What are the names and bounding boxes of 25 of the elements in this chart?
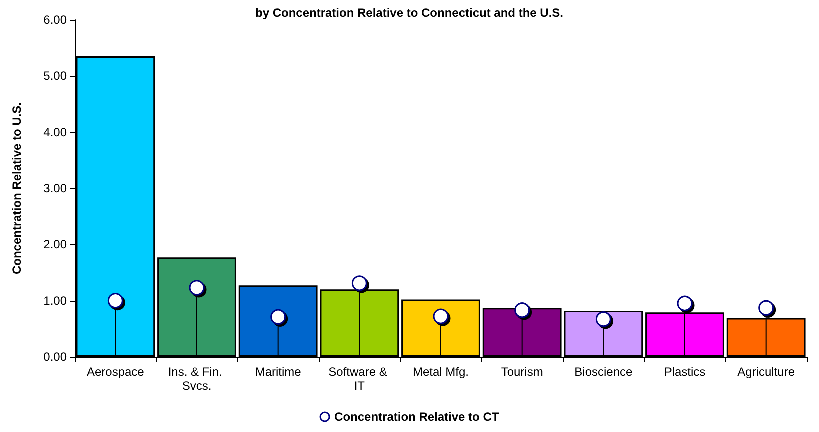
point (189, 280, 205, 296)
point (270, 309, 286, 325)
x-tick-label: Agriculture (738, 365, 796, 379)
y-tick-label: 3.00 (44, 182, 68, 196)
x-tick-label: Metal Mfg. (412, 365, 470, 379)
x-tick-label: Software & IT (328, 365, 391, 393)
x-tick-label: Bioscience (574, 365, 634, 379)
y-tick-label: 0.00 (44, 350, 68, 364)
chart-title: by Concentration Relative to Connecticut and the U.S. (255, 6, 564, 20)
x-tick-label: Plastics (664, 365, 706, 379)
y-tick-label: 1.00 (44, 294, 68, 308)
point (514, 302, 530, 318)
y-tick-label: 5.00 (44, 69, 68, 84)
x-tick-label: Aerospace (86, 365, 145, 379)
y-tick-label: 6.00 (44, 13, 68, 27)
x-tick-label: Tourism (501, 365, 544, 379)
y-tick-label: 4.00 (44, 125, 68, 140)
y-axis-title: Concentration Relative to U.S. (10, 102, 24, 275)
y-tick-label: 2.00 (44, 238, 68, 252)
point (433, 308, 449, 324)
point (596, 312, 612, 328)
x-tick-label: Maritime (255, 365, 302, 379)
legend-label: Concentration Relative to CT (334, 410, 500, 424)
x-tick-label: Ins. & Fin. Svcs. (168, 365, 226, 393)
point (108, 293, 124, 309)
